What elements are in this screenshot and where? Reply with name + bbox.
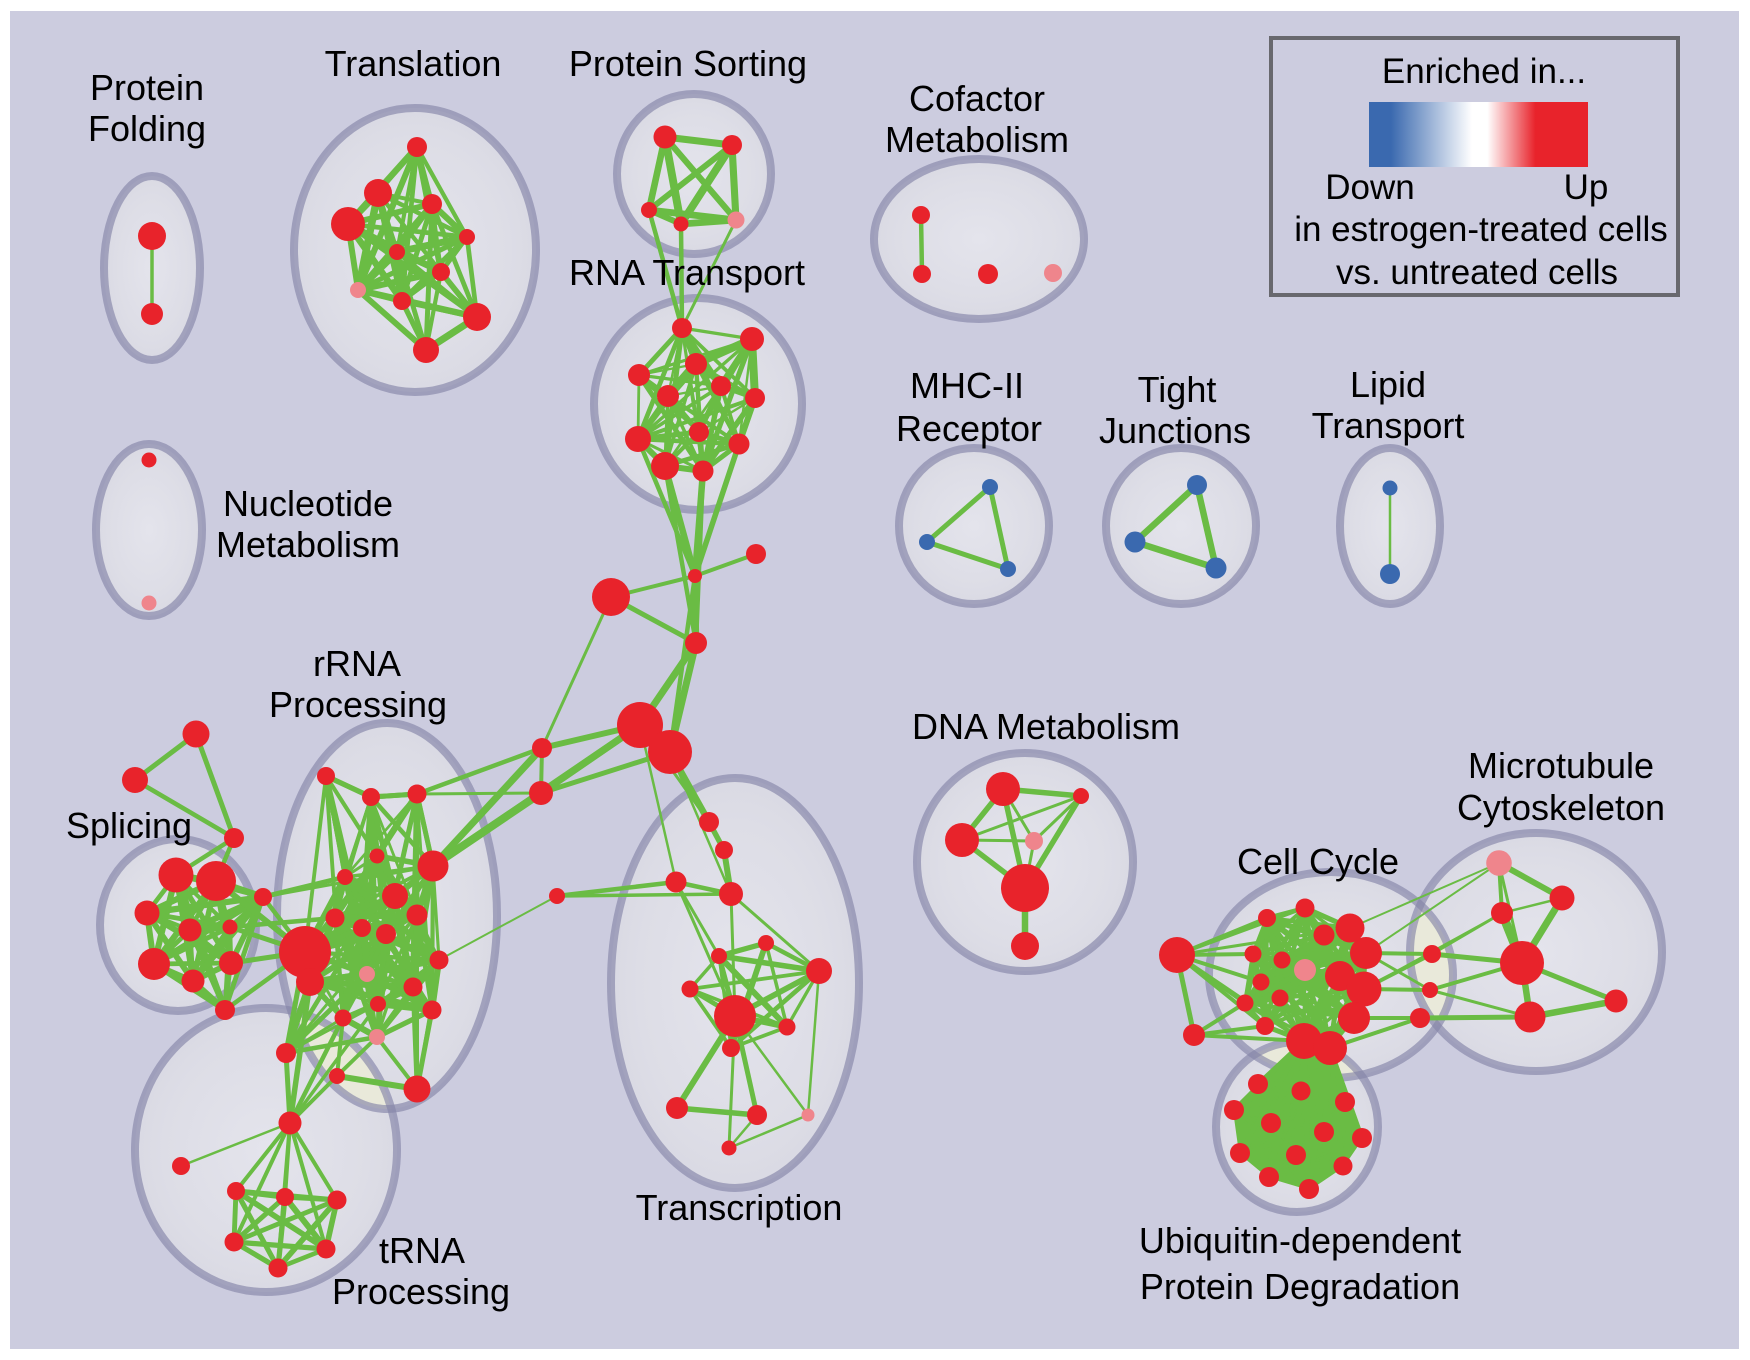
svg-text:Transport: Transport — [1312, 405, 1465, 446]
svg-text:Folding: Folding — [88, 108, 206, 149]
svg-text:Translation: Translation — [325, 43, 502, 84]
svg-text:Cell Cycle: Cell Cycle — [1237, 841, 1399, 882]
svg-text:Protein Sorting: Protein Sorting — [569, 43, 807, 84]
svg-text:RNA Transport: RNA Transport — [569, 252, 805, 293]
svg-text:Metabolism: Metabolism — [216, 524, 400, 565]
svg-text:Ubiquitin-dependent: Ubiquitin-dependent — [1139, 1220, 1461, 1261]
svg-text:Processing: Processing — [332, 1271, 510, 1312]
svg-text:in estrogen-treated cells: in estrogen-treated cells — [1294, 210, 1668, 249]
svg-text:Cytoskeleton: Cytoskeleton — [1457, 787, 1665, 828]
svg-text:rRNA: rRNA — [313, 643, 401, 684]
svg-text:Splicing: Splicing — [66, 805, 192, 846]
svg-text:Protein Degradation: Protein Degradation — [1140, 1266, 1460, 1307]
svg-text:Junctions: Junctions — [1099, 410, 1251, 451]
svg-text:Tight: Tight — [1138, 369, 1217, 410]
svg-text:Nucleotide: Nucleotide — [223, 483, 393, 524]
svg-text:Transcription: Transcription — [636, 1187, 843, 1228]
svg-text:DNA Metabolism: DNA Metabolism — [912, 706, 1180, 747]
svg-text:Lipid: Lipid — [1350, 364, 1426, 405]
svg-text:Up: Up — [1564, 168, 1609, 207]
svg-text:Receptor: Receptor — [896, 408, 1042, 449]
svg-text:tRNA: tRNA — [379, 1230, 465, 1271]
svg-text:MHC-II: MHC-II — [910, 365, 1024, 406]
svg-text:vs. untreated cells: vs. untreated cells — [1336, 253, 1618, 292]
svg-text:Protein: Protein — [90, 67, 204, 108]
svg-text:Microtubule: Microtubule — [1468, 745, 1654, 786]
svg-text:Metabolism: Metabolism — [885, 119, 1069, 160]
svg-text:Processing: Processing — [269, 684, 447, 725]
svg-text:Enriched in...: Enriched in... — [1382, 52, 1586, 91]
svg-text:Cofactor: Cofactor — [909, 78, 1045, 119]
svg-text:Down: Down — [1325, 168, 1414, 207]
